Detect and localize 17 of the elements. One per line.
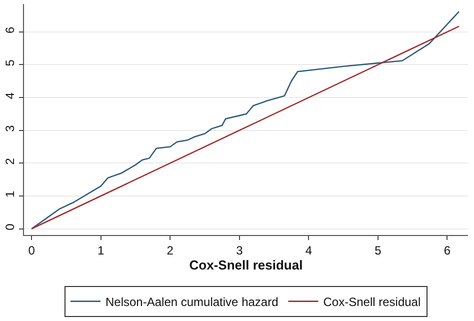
x-axis-title: Cox-Snell residual <box>189 257 303 272</box>
y-tick-label: 1 <box>3 190 18 198</box>
legend-label: Nelson-Aalen cumulative hazard <box>106 295 278 309</box>
y-tick-label: 0 <box>3 223 18 230</box>
x-tick-label: 1 <box>98 243 105 258</box>
y-tick-label: 4 <box>3 92 18 100</box>
x-tick-label: 6 <box>444 243 451 258</box>
x-tick-label: 3 <box>236 243 244 258</box>
y-tick-label: 2 <box>3 158 18 165</box>
y-tick-label: 5 <box>3 59 18 66</box>
x-tick-label: 0 <box>28 243 36 258</box>
x-tick-label: 4 <box>305 243 312 258</box>
x-tick-label: 5 <box>374 243 382 258</box>
legend-label: Cox-Snell residual <box>323 295 421 309</box>
x-tick-label: 2 <box>166 243 174 258</box>
y-tick-label: 6 <box>3 26 18 34</box>
y-tick-label: 3 <box>3 124 18 132</box>
